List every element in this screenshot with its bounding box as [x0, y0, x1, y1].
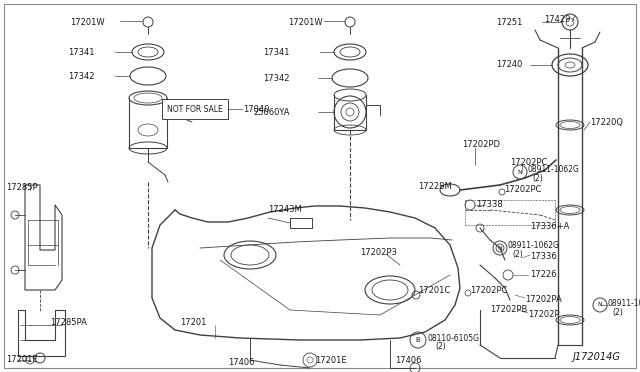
Text: 17342: 17342 [68, 72, 95, 81]
Text: 17336: 17336 [530, 252, 557, 261]
Text: 08911-1062G: 08911-1062G [528, 165, 580, 174]
FancyBboxPatch shape [162, 99, 228, 119]
Text: 17202PC: 17202PC [504, 185, 541, 194]
Text: N: N [598, 302, 602, 308]
Text: J172014G: J172014G [572, 352, 620, 362]
Text: B: B [415, 337, 420, 343]
Text: 17341: 17341 [264, 48, 290, 57]
Text: 17202PC: 17202PC [510, 158, 547, 167]
Text: (2): (2) [435, 342, 445, 351]
Text: 17201W: 17201W [288, 18, 323, 27]
Text: 17201: 17201 [180, 318, 206, 327]
Text: 17336+A: 17336+A [530, 222, 570, 231]
Text: 17201E: 17201E [6, 356, 38, 365]
Text: (2): (2) [612, 308, 623, 317]
Text: 17285PA: 17285PA [50, 318, 87, 327]
Text: N: N [518, 170, 522, 174]
Text: 17202PA: 17202PA [525, 295, 562, 304]
Text: 17228M: 17228M [419, 182, 452, 191]
Text: 17202PC: 17202PC [470, 286, 508, 295]
Text: (2): (2) [512, 250, 523, 259]
Text: 17406: 17406 [395, 356, 422, 365]
Text: (2): (2) [532, 174, 543, 183]
Text: 17243M: 17243M [268, 205, 301, 214]
Text: 08110-6105G: 08110-6105G [428, 334, 480, 343]
Text: 17406: 17406 [228, 358, 255, 367]
Text: 17201C: 17201C [418, 286, 451, 295]
Text: 17240: 17240 [496, 60, 522, 69]
Text: 17226: 17226 [530, 270, 557, 279]
Text: 17338: 17338 [476, 200, 503, 209]
Text: 17202P3: 17202P3 [360, 248, 397, 257]
Text: 17202PB: 17202PB [490, 305, 527, 314]
Text: 17341: 17341 [68, 48, 95, 57]
Text: 08911-1062G: 08911-1062G [508, 241, 560, 250]
Text: 17429: 17429 [544, 15, 570, 24]
Text: 17201E: 17201E [315, 356, 347, 365]
Text: 17040: 17040 [243, 105, 269, 114]
Text: 17251: 17251 [496, 18, 522, 27]
Text: 17201W: 17201W [70, 18, 104, 27]
Text: 17202PD: 17202PD [462, 140, 500, 149]
Text: 17220Q: 17220Q [590, 118, 623, 127]
Text: N: N [498, 246, 502, 250]
Text: 25060YA: 25060YA [253, 108, 290, 117]
Text: 17202P: 17202P [528, 310, 559, 319]
Text: 17342: 17342 [264, 74, 290, 83]
Text: 17285P: 17285P [6, 183, 38, 192]
Text: 08911-1062G: 08911-1062G [608, 299, 640, 308]
Text: NOT FOR SALE: NOT FOR SALE [167, 105, 223, 113]
